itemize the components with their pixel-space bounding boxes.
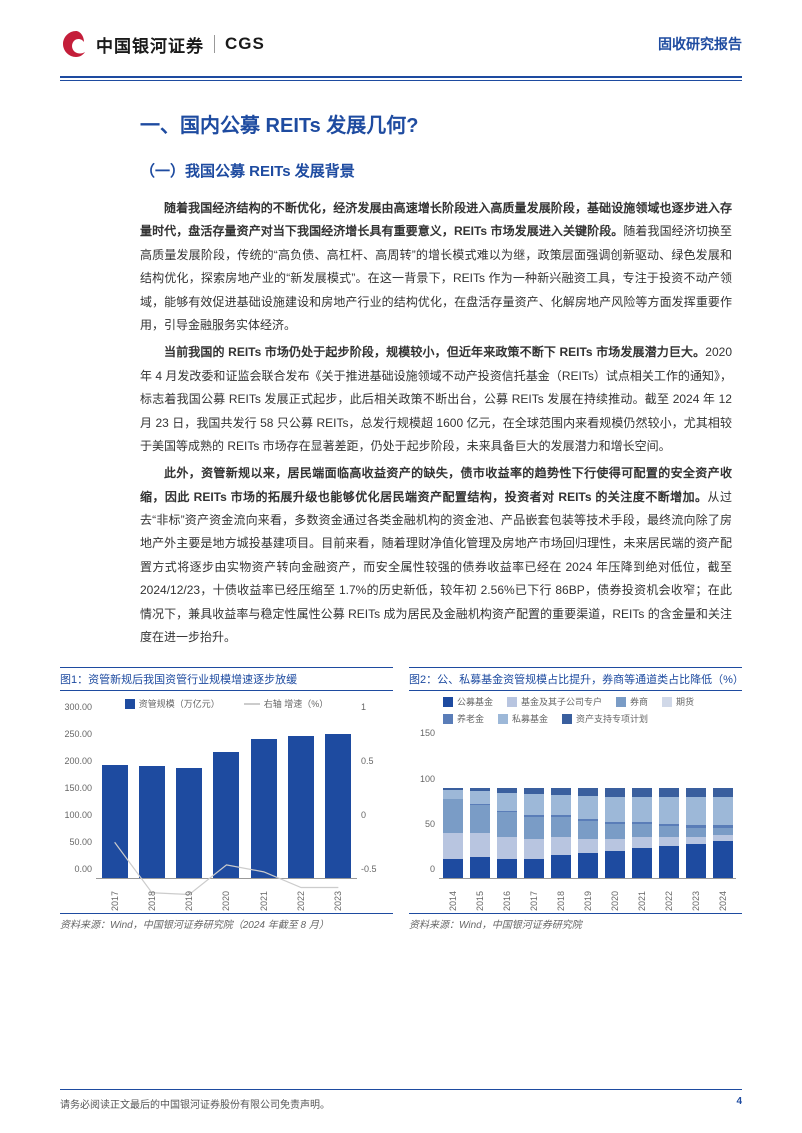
heading-2: （一）我国公募 REITs 发展背景 <box>140 160 732 181</box>
chart-2-legend-item: 养老金 <box>443 712 484 725</box>
chart-2-xtick: 2017 <box>529 881 539 911</box>
p3-bold: 此外，资管新规以来，居民端面临高收益资产的缺失，债市收益率的趋势性下行使得可配置… <box>140 466 732 503</box>
page-number: 4 <box>736 1096 742 1111</box>
chart-1-xtick: 2017 <box>110 881 120 911</box>
chart-1-bar <box>213 752 239 878</box>
chart-1-bars <box>96 717 357 879</box>
chart-1-title: 图1：资管新规后我国资管行业规模增速逐步放缓 <box>60 667 393 691</box>
chart-1-xtick: 2023 <box>333 881 343 911</box>
charts-row: 图1：资管新规后我国资管行业规模增速逐步放缓 资管规模（万亿元） 右轴 增速（%… <box>0 653 802 931</box>
chart-2-plot <box>439 743 736 879</box>
heading-1: 一、国内公募 REITs 发展几何? <box>140 109 732 138</box>
chart-2-bars <box>439 743 736 879</box>
chart-2-y-axis: 050100150 <box>409 743 437 879</box>
legend-line: 右轴 增速（%） <box>244 697 329 710</box>
chart-2-stack <box>470 743 490 878</box>
chart-1: 图1：资管新规后我国资管行业规模增速逐步放缓 资管规模（万亿元） 右轴 增速（%… <box>60 667 393 931</box>
chart-1-bar <box>139 766 165 879</box>
chart-2-x-axis: 2014 2015 2016 2017 2018 2019 2020 2021 2022 2023… <box>439 881 736 911</box>
page-footer: 请务必阅读正文最后的中国银河证券股份有限公司免责声明。 4 <box>60 1089 742 1111</box>
chart-2-xtick: 2016 <box>502 881 512 911</box>
chart-2-stack <box>686 743 706 878</box>
chart-2-stack <box>632 743 652 878</box>
chart-2-legend: 公募基金 基金及其子公司专户 券商 期货养老金 私募基金 资产支持专项计划 <box>443 695 736 725</box>
chart-2-stack <box>524 743 544 878</box>
legend-bar-swatch <box>125 699 135 709</box>
chart-1-xtick: 2022 <box>296 881 306 911</box>
chart-2-xtick: 2023 <box>691 881 701 911</box>
chart-2-xtick: 2022 <box>664 881 674 911</box>
chart-1-xtick: 2018 <box>147 881 157 911</box>
chart-1-y-right: -0.500.51 <box>359 717 393 879</box>
chart-1-bar <box>102 765 128 879</box>
chart-1-bar <box>251 739 277 879</box>
logo-divider <box>214 35 215 53</box>
chart-1-y-left: 0.0050.00100.00150.00200.00250.00300.00 <box>60 717 94 879</box>
chart-2-legend-item: 资产支持专项计划 <box>562 712 648 725</box>
main-content: 一、国内公募 REITs 发展几何? （一）我国公募 REITs 发展背景 随着… <box>0 81 802 649</box>
legend-line-label: 右轴 增速（%） <box>264 697 329 710</box>
p2-bold: 当前我国的 REITs 市场仍处于起步阶段，规模较小，但近年来政策不断下 REI… <box>164 345 705 359</box>
p2-rest: 2020 年 4 月发改委和证监会联合发布《关于推进基础设施领域不动产投资信托基… <box>140 345 732 453</box>
chart-1-source: 资料来源：Wind，中国银河证券研究院（2024 年截至 8 月） <box>60 913 393 931</box>
logo-text-cn: 中国银河证券 <box>96 32 204 57</box>
chart-2-xtick: 2014 <box>448 881 458 911</box>
legend-bar: 资管规模（万亿元） <box>125 697 220 710</box>
chart-2-legend-item: 公募基金 <box>443 695 493 708</box>
chart-2-area: 公募基金 基金及其子公司专户 券商 期货养老金 私募基金 资产支持专项计划 0501001… <box>409 693 742 911</box>
p1-rest: 随着我国经济切换至高质量发展阶段，传统的“高负债、高杠杆、高周转”的增长模式难以… <box>140 224 732 332</box>
p3-rest: 从过去“非标”资产资金流向来看，多数资金通过各类金融机构的资金池、产品嵌套包装等… <box>140 490 732 644</box>
paragraph-1: 随着我国经济结构的不断优化，经济发展由高速增长阶段进入高质量发展阶段，基础设施领… <box>140 197 732 337</box>
page-header: 中国银河证券 CGS 固收研究报告 <box>0 0 802 70</box>
chart-2-stack <box>551 743 571 878</box>
chart-1-bar <box>325 734 351 879</box>
chart-1-x-axis: 2017 2018 2019 2020 2021 2022 2023 <box>96 881 357 911</box>
chart-1-xtick: 2020 <box>221 881 231 911</box>
chart-1-xtick: 2019 <box>184 881 194 911</box>
paragraph-3: 此外，资管新规以来，居民端面临高收益资产的缺失，债市收益率的趋势性下行使得可配置… <box>140 462 732 649</box>
chart-2-legend-item: 券商 <box>616 695 648 708</box>
chart-2-stack <box>659 743 679 878</box>
chart-1-bar <box>288 736 314 878</box>
chart-2-stack <box>443 743 463 878</box>
chart-2-legend-item: 私募基金 <box>498 712 548 725</box>
logo-text-en: CGS <box>225 34 265 54</box>
chart-2-xtick: 2024 <box>718 881 728 911</box>
chart-2-xtick: 2019 <box>583 881 593 911</box>
chart-2-title: 图2：公、私募基金资管规模占比提升，券商等通道类占比降低（%） <box>409 667 742 691</box>
legend-bar-label: 资管规模（万亿元） <box>139 697 220 710</box>
company-logo: 中国银河证券 CGS <box>60 28 265 60</box>
legend-line-swatch <box>244 703 260 705</box>
chart-2: 图2：公、私募基金资管规模占比提升，券商等通道类占比降低（%） 公募基金 基金及其… <box>409 667 742 931</box>
paragraph-2: 当前我国的 REITs 市场仍处于起步阶段，规模较小，但近年来政策不断下 REI… <box>140 341 732 458</box>
document-type: 固收研究报告 <box>658 34 742 54</box>
chart-2-stack <box>497 743 517 878</box>
chart-2-xtick: 2021 <box>637 881 647 911</box>
chart-2-xtick: 2020 <box>610 881 620 911</box>
chart-2-legend-item: 期货 <box>662 695 694 708</box>
chart-2-stack <box>605 743 625 878</box>
chart-1-legend: 资管规模（万亿元） 右轴 增速（%） <box>100 697 353 710</box>
chart-1-xtick: 2021 <box>259 881 269 911</box>
header-rule-thick <box>60 76 742 78</box>
chart-2-stack <box>578 743 598 878</box>
chart-1-area: 资管规模（万亿元） 右轴 增速（%） 0.0050.00100.00150.00… <box>60 693 393 911</box>
chart-1-bar <box>176 768 202 878</box>
chart-2-xtick: 2018 <box>556 881 566 911</box>
chart-1-plot <box>96 717 357 879</box>
chart-2-stack <box>713 743 733 878</box>
chart-2-xtick: 2015 <box>475 881 485 911</box>
chart-2-source: 资料来源：Wind，中国银河证券研究院 <box>409 913 742 931</box>
chart-2-legend-item: 基金及其子公司专户 <box>507 695 602 708</box>
logo-swirl-icon <box>60 28 92 60</box>
footer-disclaimer: 请务必阅读正文最后的中国银河证券股份有限公司免责声明。 <box>60 1096 330 1111</box>
